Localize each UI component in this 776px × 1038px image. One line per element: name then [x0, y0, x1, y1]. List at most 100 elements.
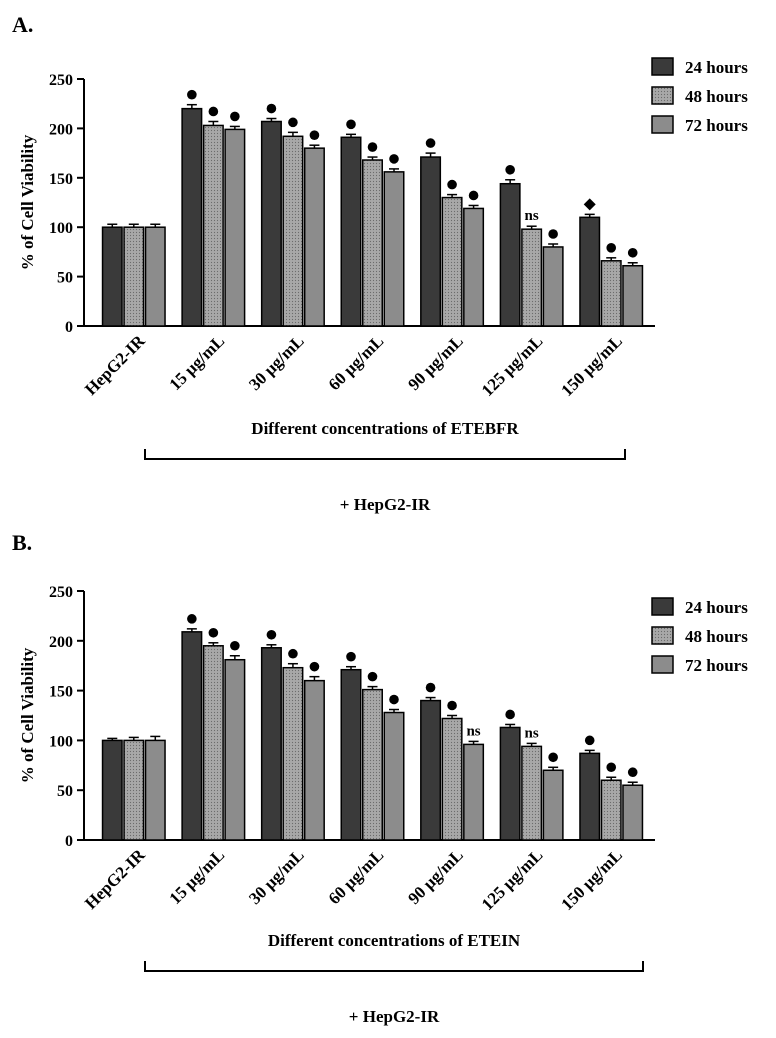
- significance-dot-icon: [288, 648, 298, 659]
- legend-label: 48 hours: [685, 627, 748, 646]
- legend-label: 24 hours: [685, 58, 748, 77]
- bar-24-hours-2: [260, 647, 282, 841]
- panel-label: B.: [12, 530, 32, 555]
- x-tick-label: 150 μg/mL: [557, 845, 626, 914]
- chart-panel-a: A. 0 50 100 150 200 250 % of Cell Viability HepG…: [12, 12, 748, 514]
- legend-swatch: [651, 655, 674, 674]
- bar-48-hours-0: [123, 739, 145, 841]
- group-bracket: [144, 961, 644, 972]
- legend-swatch: [651, 597, 674, 616]
- significance-dot-icon: [447, 179, 457, 190]
- significance-dot-icon: [505, 164, 515, 175]
- bar-48-hours-3: [362, 159, 383, 327]
- chart-panel-b: B. 0 50 100 150 200 250 % of Cell Viability HepG…: [12, 530, 748, 1026]
- x-tick-label: 150 μg/mL: [557, 331, 626, 400]
- significance-dot-icon: [425, 138, 436, 148]
- significance-label: ns: [525, 725, 539, 741]
- bar-24-hours-6: [579, 216, 601, 327]
- significance-dot-icon: [627, 767, 638, 778]
- y-tick-label: 250: [49, 584, 73, 601]
- bar-48-hours-0: [123, 226, 145, 327]
- significance-diamond-icon: [583, 198, 596, 211]
- bar-72-hours-4: [463, 207, 485, 327]
- y-tick-label: 0: [65, 833, 73, 850]
- bar-48-hours-4: [441, 196, 463, 327]
- significance-dot-icon: [288, 117, 298, 128]
- bar-48-hours-3: [362, 688, 383, 841]
- legend-swatch: [651, 57, 674, 76]
- bar-48-hours-5: [521, 745, 543, 841]
- bar-24-hours-0: [101, 226, 123, 327]
- bar-24-hours-3: [340, 668, 362, 841]
- x-tick-label: 90 μg/mL: [404, 331, 467, 394]
- significance-dot-icon: [230, 640, 240, 651]
- legend-swatch: [651, 86, 674, 105]
- bar-24-hours-3: [340, 136, 362, 327]
- bracket-label: Different concentrations of ETEIN: [268, 931, 521, 950]
- significance-dot-icon: [187, 614, 197, 624]
- significance-dot-icon: [367, 671, 378, 682]
- significance-label: ns: [466, 723, 480, 739]
- bar-24-hours-5: [499, 726, 521, 841]
- x-tick-label: HepG2-IR: [81, 331, 149, 399]
- significance-dot-icon: [309, 130, 320, 140]
- bar-48-hours-2: [282, 666, 304, 841]
- x-tick-label: 60 μg/mL: [325, 845, 388, 908]
- bar-72-hours-6: [622, 784, 644, 841]
- x-tick-label: 125 μg/mL: [478, 845, 547, 914]
- bar-72-hours-2: [303, 679, 325, 841]
- legend-label: 72 hours: [685, 656, 748, 675]
- bar-48-hours-5: [521, 228, 543, 327]
- y-tick-label: 200: [49, 634, 73, 651]
- bar-24-hours-6: [579, 752, 601, 841]
- x-tick-label: 125 μg/mL: [478, 331, 547, 400]
- significance-dot-icon: [606, 243, 617, 253]
- bar-24-hours-4: [420, 156, 442, 327]
- footer-label: + HepG2-IR: [340, 495, 431, 514]
- bar-72-hours-5: [542, 769, 564, 841]
- legend-label: 72 hours: [685, 116, 748, 135]
- x-tick-label: 60 μg/mL: [325, 331, 388, 394]
- group-bracket: [144, 449, 626, 460]
- bar-24-hours-5: [499, 182, 521, 327]
- significance-dot-icon: [208, 106, 219, 117]
- bar-72-hours-1: [224, 128, 246, 327]
- y-axis-title: % of Cell Viability: [18, 134, 37, 270]
- significance-dot-icon: [468, 190, 479, 201]
- y-tick-label: 250: [49, 72, 73, 89]
- significance-label: ns: [525, 208, 539, 224]
- y-tick-label: 50: [57, 783, 73, 800]
- significance-dot-icon: [389, 154, 399, 164]
- bar-72-hours-6: [622, 264, 644, 327]
- significance-dot-icon: [346, 119, 356, 130]
- bar-24-hours-1: [181, 107, 203, 327]
- bar-48-hours-2: [282, 135, 304, 327]
- y-tick-label: 100: [49, 220, 73, 237]
- significance-dot-icon: [187, 89, 197, 100]
- y-tick-label: 0: [65, 319, 73, 336]
- bar-48-hours-1: [202, 124, 224, 327]
- bar-24-hours-1: [181, 631, 203, 841]
- significance-dot-icon: [208, 627, 219, 638]
- panel-label: A.: [12, 12, 33, 37]
- bar-72-hours-3: [383, 711, 405, 841]
- x-tick-label: HepG2-IR: [81, 845, 149, 913]
- significance-dot-icon: [309, 661, 320, 672]
- bar-24-hours-2: [260, 120, 282, 327]
- x-tick-label: 30 μg/mL: [245, 331, 308, 394]
- significance-dot-icon: [548, 752, 558, 763]
- bar-72-hours-0: [144, 226, 166, 327]
- y-tick-label: 100: [49, 733, 73, 750]
- significance-dot-icon: [425, 682, 436, 693]
- y-tick-label: 150: [49, 684, 73, 701]
- y-axis-title: % of Cell Viability: [18, 647, 37, 783]
- x-tick-label: 15 μg/mL: [166, 331, 229, 394]
- bar-72-hours-4: [463, 743, 485, 841]
- significance-dot-icon: [266, 629, 277, 640]
- significance-dot-icon: [606, 762, 617, 773]
- significance-dot-icon: [346, 651, 356, 662]
- bar-24-hours-4: [420, 699, 442, 841]
- significance-dot-icon: [627, 247, 638, 258]
- x-tick-label: 30 μg/mL: [245, 845, 308, 908]
